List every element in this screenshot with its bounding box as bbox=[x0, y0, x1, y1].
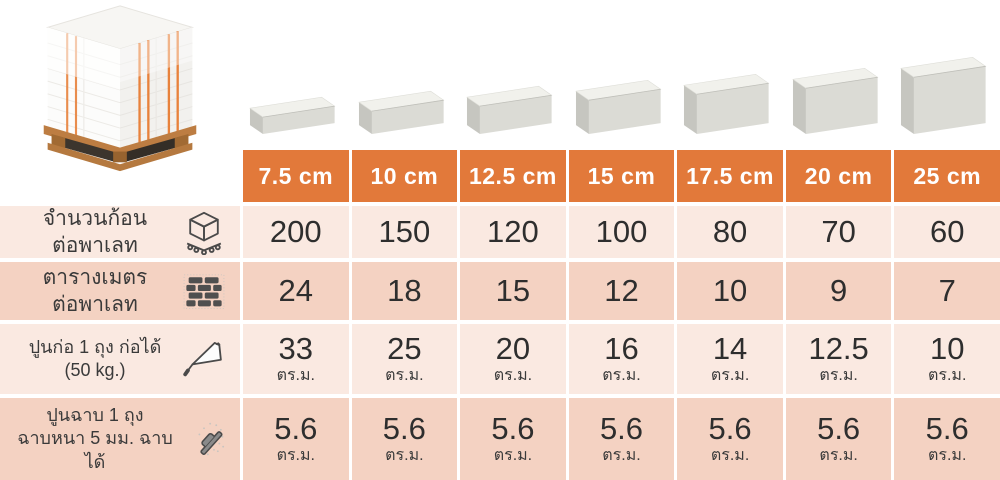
row-label: ตารางเมตร ต่อพาเลท bbox=[0, 262, 240, 320]
value-unit: ตร.ม. bbox=[385, 447, 424, 465]
value-number: 200 bbox=[269, 213, 322, 249]
value-unit: ตร.ม. bbox=[710, 367, 750, 385]
value-number: 5.6 bbox=[382, 410, 426, 446]
plaster-float-icon bbox=[176, 416, 232, 462]
block-image-7.5cm bbox=[243, 0, 349, 146]
value-unit: ตร.ม. bbox=[819, 367, 858, 385]
value-unit: ตร.ม. bbox=[710, 447, 750, 465]
row-label: จำนวนก้อน ต่อพาเลท bbox=[0, 206, 240, 258]
value-number: 20 bbox=[495, 330, 531, 366]
value-cell: 5.6 ตร.ม. bbox=[568, 398, 675, 480]
value-cell: 10 ตร.ม. bbox=[894, 324, 1000, 394]
row-label-text: จำนวนก้อน ต่อพาเลท bbox=[42, 206, 148, 257]
value-number: 80 bbox=[712, 213, 748, 249]
value-number: 120 bbox=[487, 213, 539, 249]
column-header: 15 cm bbox=[568, 150, 675, 202]
value-cell: 10 bbox=[677, 262, 783, 320]
value-cell: 5.6 ตร.ม. bbox=[894, 398, 1000, 480]
value-cell: 25 ตร.ม. bbox=[351, 324, 458, 394]
block-image-20cm bbox=[786, 0, 892, 146]
block-image-25cm bbox=[894, 0, 1000, 146]
pallet-cube-icon bbox=[176, 209, 232, 255]
value-cell: 120 bbox=[460, 206, 566, 258]
value-number: 5.6 bbox=[708, 410, 752, 446]
column-header: 25 cm bbox=[894, 150, 1000, 202]
row-label: ปูนฉาบ 1 ถุง ฉาบหนา 5 มม. ฉาบได้ bbox=[0, 398, 240, 480]
value-number: 18 bbox=[387, 272, 422, 308]
column-header: 7.5 cm bbox=[243, 150, 349, 202]
row-label-text: ปูนฉาบ 1 ถุง ฉาบหนา 5 มม. ฉาบได้ bbox=[17, 404, 173, 472]
row-label-text: ตารางเมตร ต่อพาเลท bbox=[42, 265, 148, 316]
value-cell: 200 bbox=[243, 206, 349, 258]
brick-wall-icon bbox=[176, 268, 232, 314]
value-number: 150 bbox=[378, 213, 431, 249]
value-cell: 16 ตร.ม. bbox=[568, 324, 675, 394]
value-cell: 100 bbox=[568, 206, 675, 258]
value-number: 60 bbox=[929, 213, 965, 249]
value-cell: 15 bbox=[460, 262, 566, 320]
value-cell: 60 bbox=[894, 206, 1000, 258]
value-number: 5.6 bbox=[599, 410, 644, 446]
value-number: 12 bbox=[604, 272, 639, 308]
pallet-image bbox=[22, 0, 218, 176]
column-header: 17.5 cm bbox=[677, 150, 783, 202]
value-cell: 5.6 ตร.ม. bbox=[351, 398, 458, 480]
trowel-icon bbox=[176, 336, 232, 382]
value-unit: ตร.ม. bbox=[276, 447, 315, 465]
value-unit: ตร.ม. bbox=[493, 447, 533, 465]
value-number: 12.5 bbox=[808, 330, 869, 366]
value-number: 10 bbox=[712, 272, 748, 308]
value-cell: 70 bbox=[785, 206, 892, 258]
value-number: 15 bbox=[495, 272, 531, 308]
block-image-17.5cm bbox=[677, 0, 783, 146]
value-unit: ตร.ม. bbox=[602, 367, 641, 385]
value-cell: 14 ตร.ม. bbox=[677, 324, 783, 394]
value-cell: 5.6 ตร.ม. bbox=[785, 398, 892, 480]
row-label-text: ปูนก่อ 1 ถุง ก่อได้ (50 kg.) bbox=[28, 336, 162, 380]
value-number: 5.6 bbox=[925, 410, 969, 446]
column-header: 12.5 cm bbox=[460, 150, 566, 202]
value-number: 10 bbox=[929, 330, 965, 366]
value-unit: ตร.ม. bbox=[927, 367, 967, 385]
value-unit: ตร.ม. bbox=[385, 367, 424, 385]
value-cell: 7 bbox=[894, 262, 1000, 320]
value-number: 5.6 bbox=[491, 410, 535, 446]
value-cell: 80 bbox=[677, 206, 783, 258]
value-cell: 24 bbox=[243, 262, 349, 320]
value-number: 5.6 bbox=[274, 410, 318, 446]
value-cell: 5.6 ตร.ม. bbox=[677, 398, 783, 480]
value-cell: 5.6 ตร.ม. bbox=[460, 398, 566, 480]
value-number: 5.6 bbox=[817, 410, 861, 446]
value-cell: 5.6 ตร.ม. bbox=[243, 398, 349, 480]
value-number: 16 bbox=[604, 330, 639, 366]
value-cell: 9 bbox=[785, 262, 892, 320]
value-number: 33 bbox=[278, 330, 314, 366]
value-unit: ตร.ม. bbox=[819, 447, 858, 465]
value-unit: ตร.ม. bbox=[927, 447, 967, 465]
value-number: 70 bbox=[821, 213, 856, 249]
value-cell: 12 bbox=[568, 262, 675, 320]
value-number: 100 bbox=[595, 213, 648, 249]
value-number: 9 bbox=[830, 272, 848, 308]
column-header: 10 cm bbox=[351, 150, 458, 202]
column-header: 20 cm bbox=[785, 150, 892, 202]
value-cell: 20 ตร.ม. bbox=[460, 324, 566, 394]
value-unit: ตร.ม. bbox=[602, 447, 641, 465]
block-image-15cm bbox=[569, 0, 675, 146]
value-number: 25 bbox=[387, 330, 422, 366]
value-number: 24 bbox=[278, 272, 314, 308]
value-number: 7 bbox=[938, 272, 956, 308]
value-cell: 12.5 ตร.ม. bbox=[785, 324, 892, 394]
value-unit: ตร.ม. bbox=[276, 367, 315, 385]
value-unit: ตร.ม. bbox=[493, 367, 533, 385]
block-image-10cm bbox=[352, 0, 458, 146]
value-cell: 33 ตร.ม. bbox=[243, 324, 349, 394]
value-cell: 150 bbox=[351, 206, 458, 258]
row-label: ปูนก่อ 1 ถุง ก่อได้ (50 kg.) bbox=[0, 324, 240, 394]
value-cell: 18 bbox=[351, 262, 458, 320]
value-number: 14 bbox=[712, 330, 748, 366]
block-image-12.5cm bbox=[460, 0, 566, 146]
